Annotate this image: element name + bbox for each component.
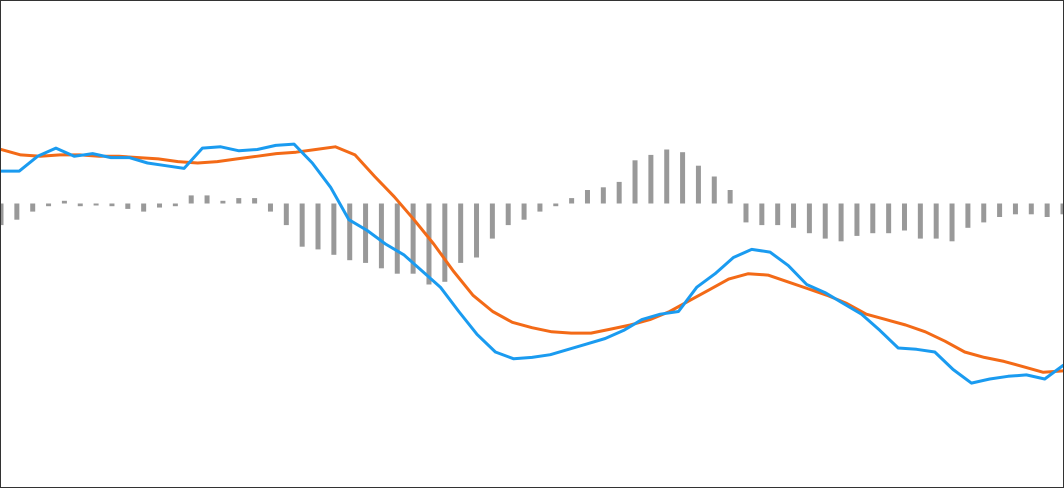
histogram-bar bbox=[204, 195, 210, 204]
histogram-bar bbox=[252, 198, 258, 204]
histogram-bar bbox=[981, 203, 987, 223]
histogram-bar bbox=[1060, 203, 1063, 215]
histogram-bar bbox=[1028, 203, 1034, 215]
histogram-bar bbox=[220, 200, 226, 204]
histogram-bar bbox=[347, 203, 353, 261]
histogram-bar bbox=[299, 203, 305, 247]
histogram-series bbox=[1, 149, 1063, 285]
histogram-bar bbox=[458, 203, 464, 263]
histogram-bar bbox=[775, 203, 781, 226]
histogram-bar bbox=[886, 203, 892, 234]
histogram-bar bbox=[838, 203, 844, 242]
histogram-bar bbox=[648, 154, 654, 204]
histogram-bar bbox=[236, 198, 242, 204]
macd-series bbox=[1, 142, 1063, 385]
histogram-bar bbox=[363, 203, 369, 263]
histogram-bar bbox=[569, 198, 575, 204]
histogram-bar bbox=[664, 149, 670, 204]
histogram-bar bbox=[537, 203, 543, 212]
histogram-bar bbox=[1044, 203, 1050, 217]
macd-line bbox=[1, 142, 1063, 385]
histogram-bar bbox=[61, 200, 67, 204]
histogram-bar bbox=[632, 160, 638, 204]
histogram-bar bbox=[616, 181, 622, 204]
histogram-bar bbox=[854, 203, 860, 236]
histogram-bar bbox=[806, 203, 812, 234]
histogram-bar bbox=[743, 203, 749, 223]
histogram-bar bbox=[109, 203, 115, 207]
histogram-bar bbox=[283, 203, 289, 226]
histogram-bar bbox=[965, 203, 971, 228]
signal-line bbox=[1, 145, 1063, 374]
histogram-bar bbox=[505, 203, 511, 226]
histogram-bar bbox=[331, 203, 337, 255]
histogram-bar bbox=[141, 203, 147, 212]
histogram-bar bbox=[489, 203, 495, 239]
histogram-bar bbox=[600, 187, 606, 204]
signal-series bbox=[1, 145, 1063, 374]
histogram-bar bbox=[791, 203, 797, 228]
histogram-bar bbox=[93, 203, 99, 206]
histogram-bar bbox=[1, 203, 4, 226]
histogram-bar bbox=[125, 203, 131, 209]
histogram-bar bbox=[157, 203, 163, 208]
histogram-bar bbox=[759, 203, 765, 226]
histogram-bar bbox=[1012, 203, 1018, 215]
histogram-bar bbox=[997, 203, 1003, 217]
histogram-bar bbox=[426, 203, 432, 285]
histogram-bar bbox=[521, 203, 527, 220]
histogram-bar bbox=[30, 203, 36, 212]
histogram-bar bbox=[727, 190, 733, 204]
histogram-bar bbox=[315, 203, 321, 250]
histogram-bar bbox=[695, 165, 701, 204]
histogram-bar bbox=[474, 203, 480, 258]
histogram-bar bbox=[870, 203, 876, 234]
histogram-bar bbox=[267, 203, 273, 212]
histogram-bar bbox=[553, 203, 559, 207]
histogram-bar bbox=[711, 176, 717, 204]
histogram-bar bbox=[46, 203, 52, 207]
histogram-bar bbox=[680, 152, 686, 204]
histogram-bar bbox=[822, 203, 828, 239]
histogram-bar bbox=[172, 203, 178, 207]
histogram-bar bbox=[933, 203, 939, 239]
histogram-bar bbox=[917, 203, 923, 239]
histogram-bar bbox=[901, 203, 907, 231]
histogram-bar bbox=[410, 203, 416, 274]
histogram-bar bbox=[77, 203, 83, 207]
histogram-bar bbox=[442, 203, 448, 282]
histogram-bar bbox=[14, 203, 20, 220]
histogram-bar bbox=[949, 203, 955, 242]
histogram-bar bbox=[378, 203, 384, 269]
histogram-bar bbox=[188, 195, 194, 204]
histogram-bar bbox=[394, 203, 400, 274]
histogram-bar bbox=[584, 190, 590, 204]
